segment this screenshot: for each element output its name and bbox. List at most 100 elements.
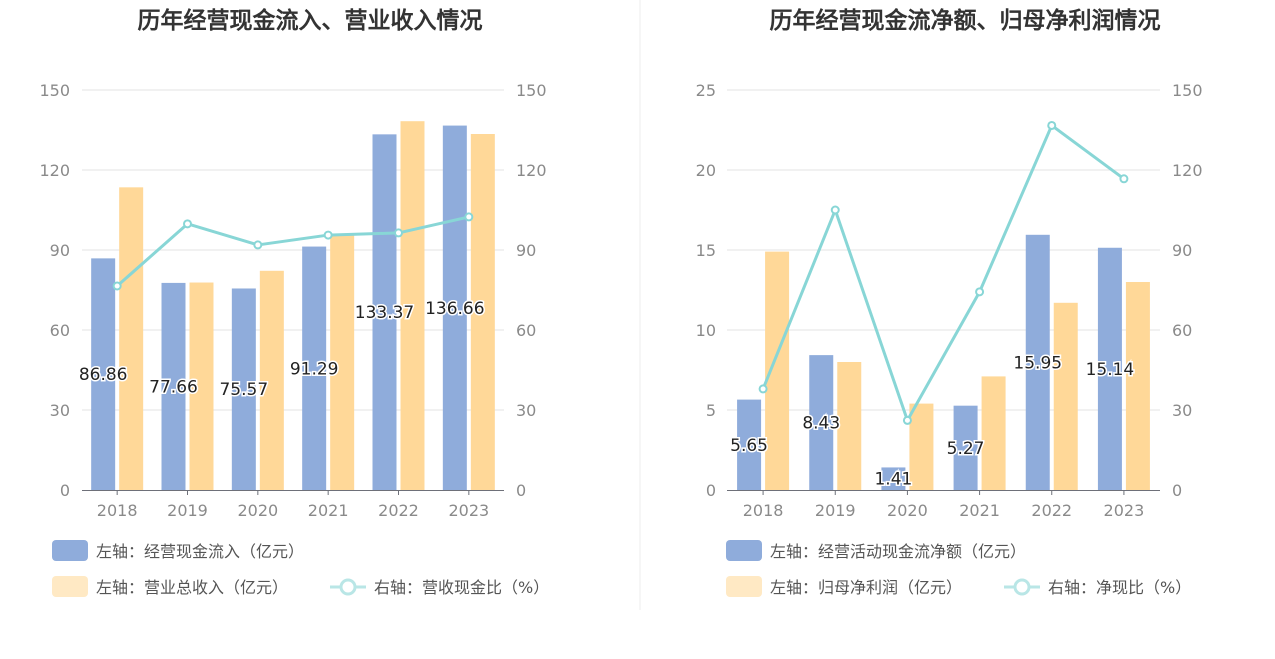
bar-data-label: 15.95 xyxy=(1013,353,1062,373)
bar-data-label: 75.57 xyxy=(219,380,268,400)
ratio-line xyxy=(116,215,470,288)
ratio-line xyxy=(761,123,1125,422)
ratio-point xyxy=(902,415,912,425)
legend-swatch-marker xyxy=(339,578,357,596)
bar-cash-inflow xyxy=(302,246,327,490)
x-axis-tick-label: 2021 xyxy=(308,501,349,520)
bar-data-label: 8.43 xyxy=(802,414,840,434)
bar-cash-inflow xyxy=(442,125,467,490)
x-axis-tick-label: 2019 xyxy=(167,501,208,520)
left-axis-tick-label: 5 xyxy=(706,401,716,420)
x-axis-tick-label: 2018 xyxy=(743,501,784,520)
bar-cash-inflow xyxy=(91,258,116,490)
ratio-point xyxy=(394,228,403,238)
right-axis-tick-label: 30 xyxy=(1172,401,1192,420)
x-axis-tick-label: 2022 xyxy=(378,501,419,520)
chart-panel-1: 历年经营现金流入、营业收入情况 0 30 60 90 120 150 0 30 60 90 120 15… xyxy=(39,7,549,597)
bar-cash-inflow xyxy=(1025,234,1050,490)
right-axis-tick-label: 150 xyxy=(516,81,547,100)
ratio-point xyxy=(112,281,122,291)
ratio-point xyxy=(183,219,192,229)
right-axis-tick-label: 120 xyxy=(1172,161,1203,180)
right-axis-tick-label: 60 xyxy=(1172,321,1192,340)
bar-data-label: 77.66 xyxy=(149,377,198,397)
bar-cash-inflow xyxy=(881,467,906,490)
bar-revenue xyxy=(981,376,1006,490)
bar-data-label: 15.14 xyxy=(1086,360,1135,380)
ratio-point xyxy=(1047,120,1057,130)
bar-revenue xyxy=(1053,302,1078,490)
bar-cash-inflow xyxy=(737,399,762,490)
bar-data-label: 136.66 xyxy=(425,299,484,319)
chart-title: 历年经营现金流净额、归母净利润情况 xyxy=(770,7,1161,34)
right-axis-tick-label: 90 xyxy=(1172,241,1192,260)
legend-label: 左轴：营业总收入（亿元） xyxy=(96,578,288,597)
legend-swatch-bar-blue xyxy=(52,540,88,561)
legend-swatch-bar-yellow xyxy=(52,576,88,597)
bar-revenue xyxy=(909,403,934,490)
x-axis-tick-label: 2018 xyxy=(97,501,138,520)
left-axis-tick-label: 0 xyxy=(706,481,716,500)
ratio-point xyxy=(758,384,768,394)
bar-data-label: 5.27 xyxy=(947,439,985,459)
bar-data-label: 133.37 xyxy=(355,303,414,323)
x-axis-tick-label: 2023 xyxy=(1104,501,1145,520)
left-axis-tick-label: 10 xyxy=(696,321,716,340)
right-axis-tick-label: 150 xyxy=(1172,81,1203,100)
bar-cash-inflow xyxy=(809,355,834,490)
ratio-point xyxy=(830,205,840,215)
ratio-point xyxy=(975,287,985,297)
right-axis-tick-label: 0 xyxy=(516,481,526,500)
right-axis-tick-label: 30 xyxy=(516,401,536,420)
right-axis-tick-label: 120 xyxy=(516,161,547,180)
left-axis-tick-label: 150 xyxy=(39,81,70,100)
left-axis-tick-label: 25 xyxy=(696,81,716,100)
legend-swatch-bar-blue xyxy=(726,540,762,561)
bar-revenue xyxy=(259,270,284,490)
x-axis-tick-label: 2020 xyxy=(237,501,278,520)
ratio-point xyxy=(323,230,333,240)
x-axis-tick-label: 2021 xyxy=(959,501,1000,520)
legend-label: 右轴：净现比（%） xyxy=(1048,578,1191,597)
legend-label: 左轴：经营现金流入（亿元） xyxy=(96,542,304,561)
bar-data-label: 1.41 xyxy=(874,470,912,490)
ratio-point xyxy=(1119,174,1129,184)
right-axis-tick-label: 0 xyxy=(1172,481,1182,500)
legend-label: 左轴：经营活动现金流净额（亿元） xyxy=(770,542,1026,561)
left-axis-tick-label: 90 xyxy=(50,241,70,260)
ratio-point xyxy=(253,240,263,250)
legend-label: 右轴：营收现金比（%） xyxy=(374,578,549,597)
bar-revenue xyxy=(189,282,214,490)
bar-data-label: 91.29 xyxy=(290,359,339,379)
bar-revenue xyxy=(400,121,425,490)
bar-revenue xyxy=(119,187,144,491)
x-axis-tick-label: 2023 xyxy=(448,501,489,520)
bar-revenue xyxy=(1125,282,1150,490)
left-axis-tick-label: 15 xyxy=(696,241,716,260)
bar-revenue xyxy=(470,134,495,490)
right-axis-tick-label: 60 xyxy=(516,321,536,340)
legend-swatch-bar-yellow xyxy=(726,576,762,597)
left-axis-tick-label: 120 xyxy=(39,161,70,180)
x-axis-tick-label: 2020 xyxy=(887,501,928,520)
bar-cash-inflow xyxy=(161,282,186,490)
bar-revenue xyxy=(837,362,862,490)
ratio-point xyxy=(464,212,474,222)
right-axis-tick-label: 90 xyxy=(516,241,536,260)
chart-title: 历年经营现金流入、营业收入情况 xyxy=(138,7,483,34)
legend-swatch-marker xyxy=(1013,578,1031,596)
left-axis-tick-label: 0 xyxy=(60,481,70,500)
left-axis-tick-label: 20 xyxy=(696,161,716,180)
bar-revenue xyxy=(765,251,790,490)
bar-data-label: 5.65 xyxy=(730,436,768,456)
bar-cash-inflow xyxy=(1097,247,1122,490)
bar-cash-inflow xyxy=(231,288,256,490)
bar-revenue xyxy=(330,235,355,490)
x-axis-tick-label: 2019 xyxy=(815,501,856,520)
x-axis-tick-label: 2022 xyxy=(1031,501,1072,520)
left-axis-tick-label: 30 xyxy=(50,401,70,420)
bar-data-label: 86.86 xyxy=(79,365,128,385)
bar-cash-inflow xyxy=(953,405,978,490)
